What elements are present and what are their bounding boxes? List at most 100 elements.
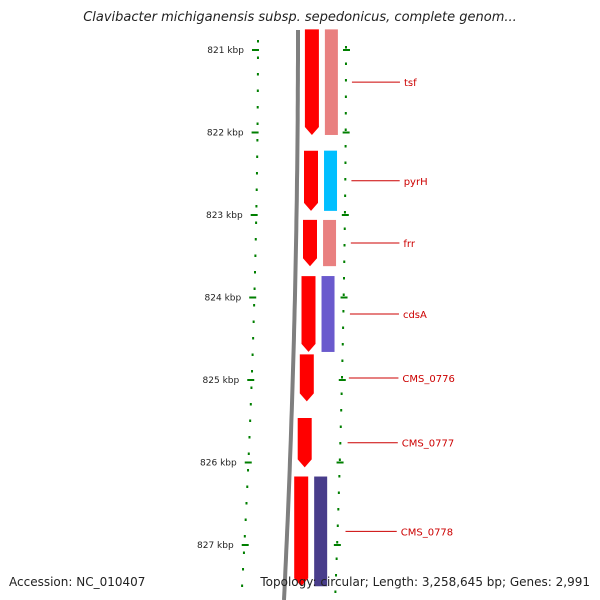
skew-dot: [255, 188, 258, 191]
gene-cdsA: cdsA: [301, 276, 427, 352]
skew-dot: [344, 178, 347, 181]
skew-dot: [256, 155, 259, 158]
skew-dot: [341, 376, 344, 379]
skew-dot: [344, 79, 347, 82]
cog-block: [321, 276, 335, 352]
ruler-tick-right: [338, 379, 346, 381]
gene-CMS_0776: CMS_0776: [299, 354, 455, 402]
skew-dot: [334, 590, 337, 593]
ruler-tick: [244, 461, 252, 464]
map-title: Clavibacter michiganensis subsp. sepedon…: [83, 10, 517, 25]
skew-dot: [249, 419, 252, 422]
ruler-tick: [247, 379, 255, 381]
gene-label: CMS_0778: [401, 527, 453, 538]
skew-dot: [344, 161, 347, 164]
ruler-tick-label: 824 kbp: [205, 294, 242, 304]
backbone: [282, 30, 300, 600]
skew-dot: [256, 122, 259, 125]
gene-label: CMS_0777: [402, 439, 454, 450]
skew-dot: [337, 491, 340, 494]
cog-block: [314, 476, 328, 587]
gc-skew-track: [241, 40, 347, 593]
skew-dot: [256, 73, 259, 76]
skew-dot: [344, 95, 347, 98]
skew-dot: [254, 238, 257, 241]
skew-dot: [341, 343, 344, 346]
skew-dot: [245, 502, 248, 505]
cog-block: [324, 150, 338, 211]
kbp-ruler: 821 kbp 822 kbp 823 kbp 824 kbp 825 kbp 826 k…: [197, 46, 350, 551]
cds-arrow: [301, 276, 316, 352]
skew-dot: [255, 221, 258, 224]
skew-dot: [338, 458, 341, 461]
skew-dot: [253, 271, 256, 274]
gene-label: frr: [403, 239, 415, 250]
cog-block: [323, 219, 337, 267]
gene-CMS_0777: CMS_0777: [297, 418, 454, 468]
gene-frr: frr: [303, 219, 416, 267]
skew-dot: [253, 304, 256, 307]
skew-dot: [250, 386, 253, 389]
ruler-tick-right: [342, 49, 350, 51]
gene-CMS_0778: CMS_0778: [294, 476, 453, 587]
skew-dot: [247, 452, 250, 455]
skew-dot: [343, 211, 346, 214]
skew-dot: [256, 56, 259, 59]
gene-pyrH: pyrH: [304, 150, 428, 211]
ruler-tick-right: [333, 544, 341, 546]
skew-dot: [253, 287, 256, 290]
skew-dot: [254, 254, 257, 257]
cog-block: [324, 29, 338, 135]
skew-dot: [256, 40, 259, 43]
skew-dot: [255, 205, 258, 208]
skew-dot: [249, 403, 252, 406]
skew-dot: [339, 425, 342, 428]
skew-dot: [342, 326, 345, 329]
ruler-tick: [250, 214, 258, 216]
skew-dot: [336, 524, 339, 527]
ruler-tick-right: [341, 214, 349, 216]
skew-dot: [256, 89, 259, 92]
skew-dot: [244, 518, 247, 521]
skew-dot: [336, 541, 339, 544]
skew-dot: [247, 469, 250, 472]
skew-dot: [252, 320, 255, 323]
skew-dot: [343, 227, 346, 230]
skew-dot: [256, 106, 259, 109]
skew-dot: [252, 337, 255, 340]
skew-dot: [344, 128, 347, 131]
ruler-tick-label: 822 kbp: [207, 129, 244, 139]
skew-dot: [344, 112, 347, 115]
skew-dot: [344, 46, 347, 49]
ruler-tick: [251, 49, 259, 51]
skew-dot: [335, 557, 338, 560]
gene-track: tsf pyrH frr cdsA CMS_0776 CMS_0777 CMS_0778: [294, 29, 455, 587]
skew-dot: [342, 310, 345, 313]
cds-arrow: [299, 354, 314, 402]
skew-dot: [342, 293, 345, 296]
ruler-tick: [251, 131, 259, 134]
accession-text: Accession: NC_010407: [9, 575, 146, 589]
skew-dot: [256, 139, 259, 142]
gene-label: CMS_0776: [402, 374, 454, 385]
ruler-tick-label: 827 kbp: [197, 541, 234, 551]
cds-arrow: [304, 29, 319, 135]
skew-dot: [340, 392, 343, 395]
cds-arrow: [297, 418, 312, 468]
skew-dot: [248, 436, 251, 439]
skew-dot: [243, 535, 246, 538]
skew-dot: [340, 409, 343, 412]
gene-tsf: tsf: [304, 29, 417, 135]
skew-dot: [255, 172, 258, 175]
gene-label: cdsA: [403, 310, 427, 321]
skew-dot: [242, 568, 245, 571]
backbone-arc: [282, 30, 300, 600]
ruler-tick-right: [336, 461, 344, 464]
skew-dot: [241, 584, 244, 587]
skew-dot: [344, 145, 347, 148]
cds-arrow: [294, 476, 309, 587]
skew-dot: [337, 508, 340, 511]
skew-dot: [251, 353, 254, 356]
ruler-tick-label: 821 kbp: [207, 46, 244, 56]
